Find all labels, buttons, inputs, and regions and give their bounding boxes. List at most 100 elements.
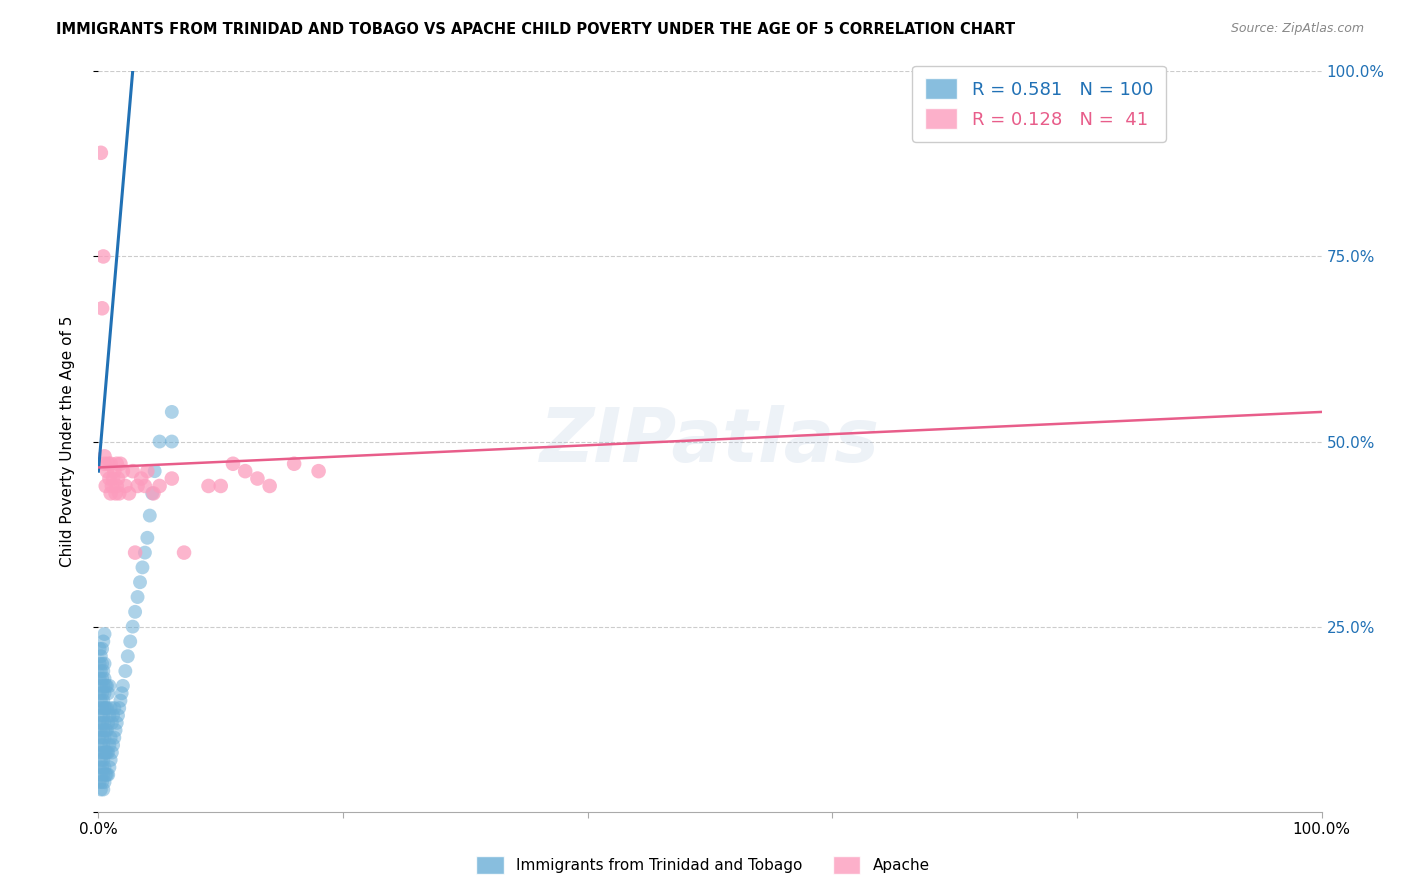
Point	[91, 657, 114, 671]
Point	[110, 457, 132, 471]
Point	[97, 746, 120, 760]
Point	[90, 649, 112, 664]
Point	[90, 708, 112, 723]
Point	[100, 457, 122, 471]
Point	[160, 434, 183, 449]
Point	[91, 715, 114, 730]
Point	[91, 686, 114, 700]
Point	[111, 686, 134, 700]
Point	[91, 775, 114, 789]
Point	[143, 464, 166, 478]
Point	[100, 486, 122, 500]
Point	[94, 701, 117, 715]
Point	[173, 546, 195, 560]
Point	[93, 657, 115, 671]
Point	[134, 546, 156, 560]
Point	[111, 464, 134, 478]
Text: ZIPatlas: ZIPatlas	[540, 405, 880, 478]
Point	[91, 679, 114, 693]
Point	[107, 708, 129, 723]
Point	[91, 701, 114, 715]
Point	[93, 450, 115, 464]
Point	[93, 715, 115, 730]
Point	[90, 145, 112, 160]
Point	[131, 560, 153, 574]
Point	[96, 701, 118, 715]
Point	[98, 679, 121, 693]
Point	[91, 708, 114, 723]
Point	[136, 464, 159, 478]
Point	[90, 767, 112, 781]
Point	[89, 672, 111, 686]
Point	[100, 731, 122, 745]
Point	[308, 464, 330, 478]
Point	[89, 731, 111, 745]
Point	[91, 767, 114, 781]
Point	[101, 715, 124, 730]
Point	[91, 782, 114, 797]
Point	[96, 679, 118, 693]
Point	[91, 746, 114, 760]
Point	[89, 775, 111, 789]
Point	[94, 479, 117, 493]
Point	[94, 746, 117, 760]
Point	[105, 715, 128, 730]
Point	[93, 775, 115, 789]
Point	[90, 753, 112, 767]
Point	[142, 486, 165, 500]
Point	[96, 464, 118, 478]
Point	[101, 738, 124, 752]
Point	[90, 664, 112, 678]
Point	[100, 701, 122, 715]
Point	[108, 701, 131, 715]
Point	[96, 723, 118, 738]
Point	[94, 679, 117, 693]
Point	[110, 694, 132, 708]
Point	[89, 760, 111, 774]
Point	[121, 619, 143, 633]
Point	[127, 479, 149, 493]
Point	[129, 575, 152, 590]
Point	[91, 641, 114, 656]
Point	[101, 708, 124, 723]
Point	[121, 464, 143, 478]
Point	[233, 464, 256, 478]
Point	[90, 782, 112, 797]
Point	[97, 767, 120, 781]
Point	[127, 590, 149, 604]
Point	[111, 679, 134, 693]
Point	[104, 723, 127, 738]
Point	[89, 701, 111, 715]
Point	[98, 760, 121, 774]
Point	[124, 546, 146, 560]
Point	[103, 464, 125, 478]
Legend: R = 0.581   N = 100, R = 0.128   N =  41: R = 0.581 N = 100, R = 0.128 N = 41	[912, 66, 1166, 142]
Point	[93, 760, 115, 774]
Point	[91, 760, 114, 774]
Point	[107, 471, 129, 485]
Point	[91, 301, 114, 316]
Point	[105, 457, 128, 471]
Point	[93, 686, 115, 700]
Point	[93, 746, 115, 760]
Point	[90, 679, 112, 693]
Point	[93, 731, 115, 745]
Point	[120, 634, 142, 648]
Point	[98, 471, 121, 485]
Point	[91, 731, 114, 745]
Text: Source: ZipAtlas.com: Source: ZipAtlas.com	[1230, 22, 1364, 36]
Point	[89, 686, 111, 700]
Point	[117, 649, 139, 664]
Point	[105, 479, 128, 493]
Point	[103, 701, 125, 715]
Point	[91, 634, 114, 648]
Point	[90, 694, 112, 708]
Point	[114, 664, 136, 678]
Point	[91, 738, 114, 752]
Point	[93, 627, 115, 641]
Point	[118, 486, 141, 500]
Point	[93, 701, 115, 715]
Point	[103, 731, 125, 745]
Point	[149, 434, 172, 449]
Point	[93, 457, 115, 471]
